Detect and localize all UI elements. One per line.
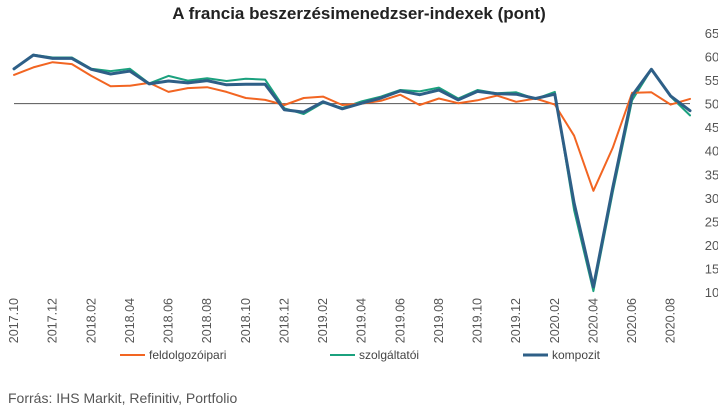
legend-label-0: feldolgozóipari (149, 348, 226, 362)
x-tick-label: 2019.06 (393, 298, 407, 343)
x-tick-label: 2018.10 (239, 298, 253, 343)
source-note: Forrás: IHS Markit, Refinitiv, Portfolio (8, 390, 238, 406)
x-tick-label: 2019.04 (355, 298, 369, 343)
x-tick-label: 2020.02 (548, 298, 562, 343)
x-tick-label: 2018.06 (162, 298, 176, 343)
y-tick-label: 65 (705, 26, 718, 41)
x-tick-label: 2018.12 (277, 298, 291, 343)
y-tick-label: 50 (705, 97, 718, 112)
y-tick-label: 40 (705, 144, 718, 159)
x-tick-label: 2019.02 (316, 298, 330, 343)
x-tick-label: 2020.04 (586, 298, 600, 343)
x-tick-label: 2018.04 (123, 298, 137, 343)
legend-label-2: kompozit (552, 348, 601, 362)
y-tick-label: 15 (705, 261, 718, 276)
series-line-0 (13, 61, 691, 192)
axes: 10 15 20 25 30 35 40 45 50 55 60 65 2017.10 2017.12 20… (7, 26, 718, 343)
y-tick-label: 30 (705, 191, 718, 206)
chart-title: A francia beszerzésimenedzser-indexek (p… (172, 4, 546, 23)
y-tick-label: 20 (705, 238, 718, 253)
x-tick-label: 2019.10 (471, 298, 485, 343)
series-layer (12, 53, 692, 293)
x-tick-label: 2018.08 (200, 298, 214, 343)
y-tick-label: 10 (705, 285, 718, 300)
y-tick-label: 25 (705, 214, 718, 229)
legend: feldolgozóipari szolgáltatói kompozit (120, 348, 601, 362)
x-tick-label: 2019.12 (509, 298, 523, 343)
x-tick-label: 2018.02 (84, 298, 98, 343)
series-line-2 (12, 53, 692, 289)
x-tick-label: 2017.10 (7, 298, 21, 343)
x-tick-label: 2017.12 (46, 298, 60, 343)
y-tick-label: 45 (705, 120, 718, 135)
y-tick-label: 60 (705, 50, 718, 65)
legend-label-1: szolgáltatói (359, 348, 419, 362)
series-line-1 (13, 53, 691, 293)
y-tick-label: 35 (705, 167, 718, 182)
x-tick-label: 2019.08 (432, 298, 446, 343)
y-tick-label: 55 (705, 73, 718, 88)
x-tick-label: 2020.08 (664, 298, 678, 343)
x-tick-label: 2020.06 (625, 298, 639, 343)
